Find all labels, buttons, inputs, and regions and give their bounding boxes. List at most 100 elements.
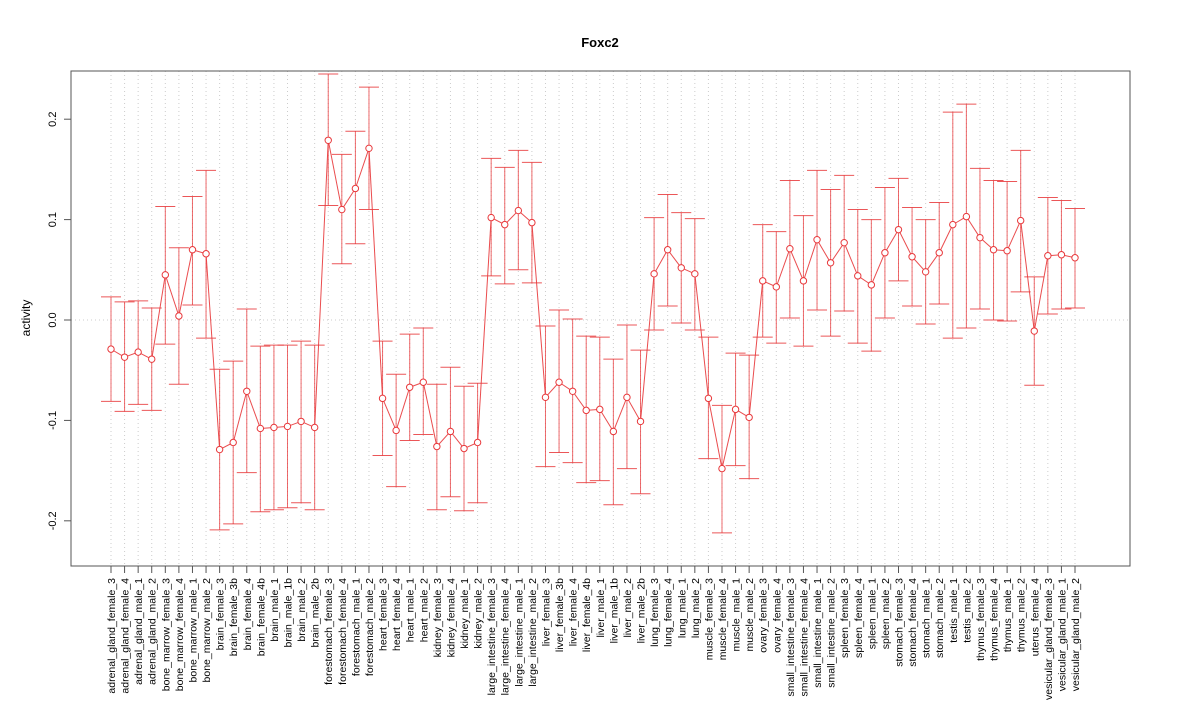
data-point — [148, 355, 156, 363]
data-point — [813, 235, 821, 244]
data-point — [120, 353, 129, 361]
data-point — [433, 442, 441, 451]
x-tick-label: forestomach_male_2 — [364, 578, 376, 676]
series-segment — [830, 242, 845, 264]
data-point — [799, 277, 808, 285]
data-point — [745, 413, 753, 422]
x-tick-label: forestomach_female_3 — [323, 578, 335, 685]
x-tick-label: heart_female_3 — [378, 578, 390, 651]
x-tick-label: muscle_female_3 — [703, 578, 715, 660]
x-tick-label: stomach_male_2 — [934, 578, 946, 658]
x-tick-label: testis_male_1 — [948, 578, 960, 643]
x-tick-label: bone_marrow_female_4 — [174, 578, 186, 691]
series-segment — [164, 274, 180, 317]
data-point — [1030, 327, 1038, 335]
x-tick-label: bone_marrow_male_2 — [201, 578, 213, 683]
data-point — [881, 249, 889, 257]
x-tick-label: adrenal_gland_male_2 — [147, 578, 159, 685]
series-segment — [354, 148, 370, 189]
x-tick-label: spleen_male_1 — [866, 578, 878, 649]
x-tick-label: heart_female_4 — [391, 578, 403, 651]
series-segment — [626, 397, 641, 422]
x-tick-label: thymus_female_4 — [989, 578, 1001, 661]
data-point — [215, 445, 224, 454]
x-tick-label: muscle_male_2 — [744, 578, 756, 652]
data-point — [351, 184, 360, 193]
series-segment — [531, 222, 546, 398]
x-tick-label: liver_male_1 — [595, 578, 607, 638]
x-tick-label: lung_female_3 — [649, 578, 661, 647]
data-point — [446, 427, 455, 436]
x-tick-label: brain_male_2 — [296, 578, 308, 642]
data-point — [419, 378, 427, 386]
data-point — [650, 270, 658, 278]
data-point — [1071, 254, 1079, 262]
data-point — [175, 312, 183, 320]
data-point — [867, 281, 876, 289]
data-point — [786, 245, 794, 253]
series-segment — [314, 140, 329, 428]
data-point — [473, 438, 482, 447]
x-tick-label: spleen_male_2 — [880, 578, 892, 649]
x-tick-label: lung_female_4 — [663, 578, 675, 647]
x-tick-label: adrenal_gland_female_3 — [106, 578, 118, 694]
data-point — [908, 253, 916, 261]
x-tick-label: ovary_female_3 — [758, 578, 770, 653]
x-tick-label: large_intestine_male_1 — [513, 578, 525, 687]
x-tick-label: adrenal_gland_female_4 — [120, 578, 132, 694]
plot-frame — [70, 70, 1131, 567]
data-point — [949, 220, 957, 229]
x-tick-label: brain_male_1b — [283, 578, 295, 648]
error-bars — [101, 73, 1085, 534]
data-point — [338, 205, 346, 214]
x-tick-label: bone_marrow_male_1 — [187, 578, 199, 683]
x-tick-label: brain_female_4b — [255, 578, 267, 656]
data-point — [596, 405, 604, 414]
series-lines — [110, 140, 1076, 469]
data-point — [365, 144, 373, 153]
x-tick-label: stomach_female_3 — [893, 578, 905, 667]
y-tick-label: 0.2 — [47, 112, 59, 127]
x-tick-label: small_intestine_female_4 — [798, 578, 810, 697]
x-tick-label: muscle_male_1 — [731, 578, 743, 652]
data-point — [704, 394, 713, 403]
data-point — [487, 213, 495, 222]
x-tick-label: brain_female_3 — [215, 578, 227, 651]
series-segment — [246, 391, 261, 429]
x-tick-label: spleen_female_3 — [839, 578, 851, 658]
series-segment — [653, 249, 669, 275]
x-tick-label: uterus_female_4 — [1029, 578, 1041, 656]
series-segment — [898, 229, 913, 257]
x-tick-label: large_intestine_female_4 — [500, 578, 512, 695]
data-point — [623, 393, 631, 402]
x-tick-label: brain_male_2b — [310, 578, 322, 648]
data-point — [1003, 247, 1011, 255]
data-point — [310, 423, 319, 432]
series-segment — [395, 387, 411, 431]
data-point — [854, 272, 862, 280]
series-segment — [151, 274, 166, 360]
data-point — [229, 438, 237, 447]
x-tick-label: forestomach_male_1 — [350, 578, 362, 676]
chart-title: Foxc2 — [581, 35, 619, 50]
y-axis-label: activity — [19, 300, 33, 337]
series-segment — [667, 249, 682, 269]
data-point — [826, 259, 835, 267]
data-point — [636, 417, 645, 426]
y-tick-label: -0.1 — [47, 411, 59, 430]
series-segment — [477, 217, 492, 443]
series-segment — [965, 216, 981, 238]
data-point — [555, 378, 563, 386]
data-point — [283, 422, 292, 431]
data-point — [989, 246, 998, 254]
data-point — [894, 225, 903, 234]
x-tick-label: liver_male_2b — [636, 578, 648, 644]
series-segment — [341, 188, 356, 210]
data-point — [677, 264, 685, 272]
x-tick-label: vesicular_gland_female_3 — [1043, 578, 1055, 700]
x-tick-label: liver_male_2 — [622, 578, 634, 638]
data-point — [962, 212, 971, 221]
x-tick-label: stomach_female_4 — [907, 578, 919, 667]
data-point — [840, 238, 848, 247]
series-segment — [694, 273, 709, 399]
